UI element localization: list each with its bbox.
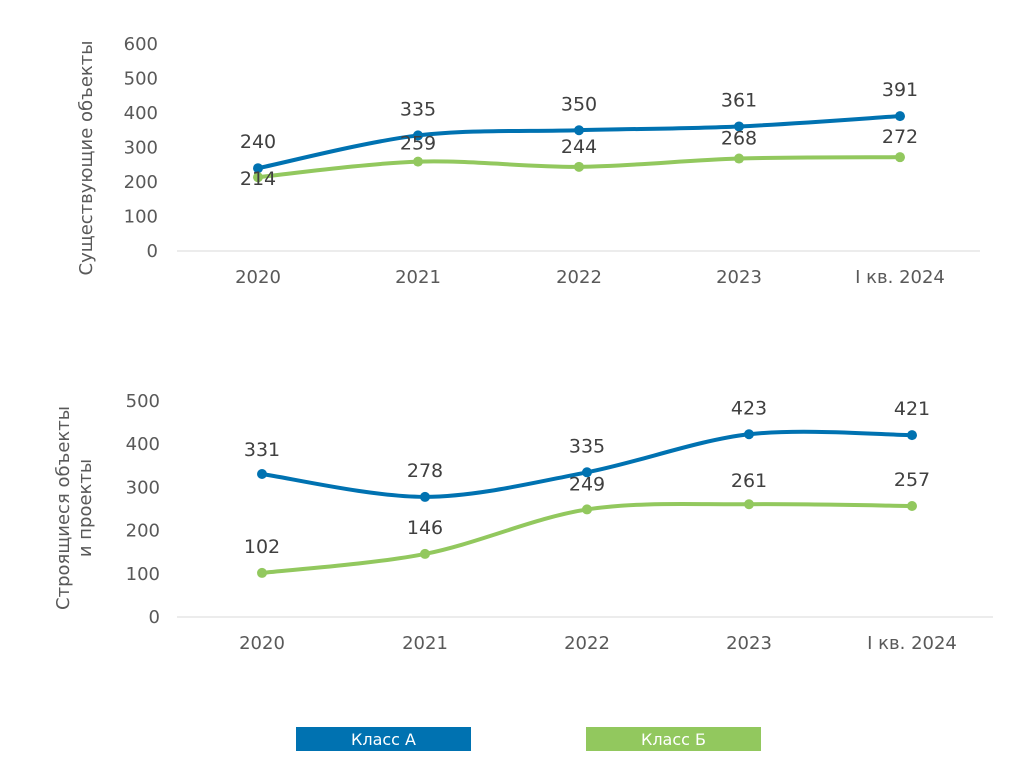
data-point: [582, 504, 592, 515]
legend-label-class-a: Класс А: [350, 729, 416, 749]
y-tick-label: 0: [147, 241, 158, 262]
data-point: [895, 152, 905, 163]
y-axis-label-line: Строящиеся объекты: [53, 406, 74, 610]
data-label: 272: [882, 126, 918, 148]
data-point: [420, 491, 430, 502]
data-point: [413, 156, 423, 167]
legend-item-class-b: Класс Б: [586, 727, 761, 751]
data-label: 331: [244, 439, 280, 461]
x-tick-label: I кв. 2024: [855, 267, 945, 288]
data-label: 361: [721, 89, 757, 111]
data-point: [257, 567, 267, 578]
y-tick-label: 0: [149, 607, 160, 628]
y-tick-label: 500: [124, 69, 158, 90]
y-axis-label: Существующие объекты: [76, 41, 97, 276]
x-tick-label: 2020: [235, 267, 281, 288]
data-label: 249: [569, 473, 605, 495]
data-label: 421: [894, 398, 930, 420]
series-class-a: 240 335 350 361 391: [240, 79, 918, 174]
data-label: 146: [407, 517, 443, 539]
y-tick-label: 100: [126, 564, 160, 585]
legend-label-class-b: Класс Б: [640, 729, 707, 749]
x-tick-label: 2021: [395, 267, 441, 288]
x-tick-label: 2023: [726, 633, 772, 654]
data-point: [744, 429, 754, 440]
y-tick-label: 500: [126, 391, 160, 412]
legend-item-class-a: Класс А: [296, 727, 471, 751]
x-tick-label: 2023: [716, 267, 762, 288]
data-point: [413, 130, 423, 141]
y-tick-label: 100: [124, 207, 158, 228]
y-axis-label-line: Существующие объекты: [76, 41, 97, 276]
series-class-b: 214 259 244 268 272: [240, 126, 918, 190]
data-label: 259: [400, 133, 436, 155]
y-axis-label: Строящиеся объектыи проекты: [53, 406, 96, 610]
x-tick-label: 2022: [556, 267, 602, 288]
data-label: 423: [731, 397, 767, 419]
y-tick-label: 600: [124, 34, 158, 55]
data-point: [744, 499, 754, 510]
data-point: [574, 125, 584, 136]
y-tick-label: 400: [124, 103, 158, 124]
data-label: 214: [240, 168, 276, 190]
data-label: 391: [882, 79, 918, 101]
data-label: 244: [561, 136, 597, 158]
data-label: 102: [244, 536, 280, 558]
data-label: 257: [894, 469, 930, 491]
x-tick-label: 2022: [564, 633, 610, 654]
data-label: 261: [731, 470, 767, 492]
x-tick-label: I кв. 2024: [867, 633, 957, 654]
y-tick-label: 200: [126, 521, 160, 542]
data-point: [734, 153, 744, 164]
data-label: 278: [407, 460, 443, 482]
data-point: [582, 467, 592, 478]
data-label: 268: [721, 128, 757, 150]
x-tick-label: 2021: [402, 633, 448, 654]
x-tick-label: 2020: [239, 633, 285, 654]
data-point: [895, 111, 905, 122]
data-label: 335: [400, 98, 436, 120]
data-point: [734, 121, 744, 132]
chart-existing-objects: 0 100 200 300 400 500 600 2020 2021 2022 2023 I кв.…: [76, 34, 980, 288]
data-label: 335: [569, 435, 605, 457]
y-tick-label: 300: [124, 138, 158, 159]
y-tick-label: 300: [126, 477, 160, 498]
data-point: [253, 163, 263, 174]
data-point: [253, 172, 263, 183]
y-tick-label: 200: [124, 172, 158, 193]
chart-under-construction: 0 100 200 300 400 500 2020 2021 2022 2023 I кв. 20…: [53, 391, 993, 654]
data-label: 240: [240, 131, 276, 153]
y-tick-label: 400: [126, 434, 160, 455]
data-point: [907, 500, 917, 511]
series-class-b: 102 146 249 261 257: [244, 469, 930, 578]
data-point: [257, 469, 267, 480]
y-axis-label-line: и проекты: [75, 459, 96, 557]
data-point: [574, 161, 584, 172]
data-point: [420, 548, 430, 559]
series-class-a: 331 278 335 423 421: [244, 397, 930, 502]
data-label: 350: [561, 93, 597, 115]
data-point: [907, 430, 917, 441]
